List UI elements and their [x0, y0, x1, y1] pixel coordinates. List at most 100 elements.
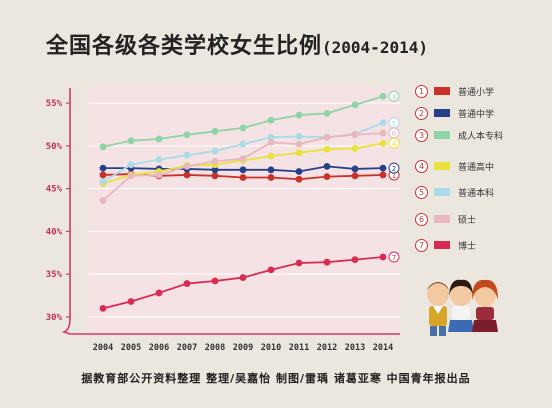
- data-point: [295, 259, 303, 267]
- svg-text:4: 4: [392, 140, 397, 148]
- series-3: [99, 92, 387, 151]
- data-point: [99, 304, 107, 312]
- legend-number: 3: [415, 128, 428, 142]
- end-marker-2: 2: [388, 162, 400, 174]
- legend-item: 1 普通小学: [415, 82, 525, 100]
- x-tick-label: 2013: [345, 343, 365, 353]
- data-point: [267, 266, 275, 274]
- data-point: [267, 139, 275, 146]
- legend-number: 7: [415, 238, 428, 252]
- chart-legend: 1 普通小学 2 普通中学 3 成人本专科 4 普通高中 5 普通本科 6 硕士 7 博士: [415, 82, 525, 282]
- data-point: [295, 175, 303, 183]
- data-point: [323, 133, 331, 141]
- data-point: [99, 171, 107, 179]
- data-point: [211, 147, 219, 155]
- axis-line: [61, 88, 400, 335]
- svg-text:3: 3: [392, 93, 396, 101]
- y-tick-label: 45%: [46, 185, 63, 195]
- data-point: [239, 140, 247, 148]
- y-tick-label: 50%: [46, 142, 63, 152]
- legend-swatch: [434, 188, 450, 196]
- svg-text:2: 2: [392, 165, 396, 173]
- legend-label: 普通中学: [458, 109, 495, 120]
- data-point: [183, 162, 191, 170]
- data-point: [99, 143, 107, 151]
- svg-text:6: 6: [392, 130, 397, 138]
- end-marker-7: 7: [388, 251, 400, 263]
- data-point: [323, 109, 331, 117]
- data-point: [379, 139, 387, 147]
- data-point: [127, 161, 135, 169]
- legend-item: 2 普通中学: [415, 104, 525, 122]
- data-point: [155, 171, 163, 179]
- data-point: [351, 145, 359, 152]
- data-point: [183, 280, 191, 287]
- legend-number: 2: [415, 106, 428, 120]
- data-point: [379, 171, 387, 179]
- data-point: [211, 157, 219, 165]
- data-point: [267, 133, 275, 141]
- x-tick-label: 2012: [317, 343, 337, 353]
- data-point: [155, 156, 163, 163]
- y-tick-label: 55%: [46, 99, 63, 109]
- x-tick-label: 2004: [93, 343, 113, 353]
- data-point: [267, 152, 275, 160]
- data-point: [155, 289, 163, 297]
- title-text: 全国各级各类学校女生比例: [46, 34, 323, 59]
- data-point: [323, 162, 331, 170]
- legend-swatch: [434, 241, 450, 249]
- data-point: [239, 155, 247, 163]
- data-point: [379, 164, 387, 172]
- plot-background: [88, 86, 400, 334]
- end-marker-3: 3: [388, 90, 400, 102]
- data-point: [267, 116, 275, 124]
- legend-number: 4: [415, 159, 428, 173]
- data-point: [379, 253, 387, 261]
- legend-number: 6: [415, 212, 428, 226]
- data-point: [183, 131, 191, 139]
- data-point: [99, 164, 107, 172]
- data-point: [379, 119, 387, 127]
- data-point: [351, 165, 359, 173]
- legend-item: 6 硕士: [415, 210, 525, 228]
- data-point: [295, 140, 303, 148]
- legend-label: 博士: [458, 241, 477, 252]
- data-point: [211, 172, 219, 180]
- data-point: [323, 145, 331, 153]
- data-point: [127, 137, 135, 145]
- data-point: [351, 172, 359, 180]
- data-point: [239, 124, 247, 132]
- y-tick-label: 35%: [46, 270, 63, 280]
- x-tick-label: 2008: [205, 343, 225, 353]
- legend-number: 5: [415, 185, 428, 199]
- data-point: [267, 166, 275, 174]
- svg-text:7: 7: [392, 254, 396, 262]
- data-point: [239, 166, 247, 174]
- title-years: (2004-2014): [322, 38, 428, 57]
- data-point: [155, 135, 163, 143]
- x-tick-label: 2006: [149, 343, 169, 353]
- end-marker-6: 6: [388, 127, 400, 139]
- data-point: [351, 131, 359, 139]
- data-point: [183, 171, 191, 179]
- y-tick-label: 40%: [46, 227, 63, 237]
- data-point: [379, 129, 387, 137]
- svg-text:5: 5: [392, 120, 396, 128]
- legend-label: 普通高中: [458, 162, 495, 173]
- legend-item: 7 博士: [415, 236, 525, 254]
- end-marker-4: 4: [388, 137, 400, 149]
- data-point: [379, 92, 387, 100]
- end-marker-5: 5: [388, 117, 400, 129]
- x-tick-label: 2010: [261, 343, 281, 353]
- legend-swatch: [434, 162, 450, 170]
- data-point: [239, 174, 247, 181]
- legend-number: 1: [415, 84, 428, 98]
- data-point: [211, 277, 219, 285]
- legend-swatch: [434, 87, 450, 95]
- data-point: [323, 258, 331, 266]
- data-point: [351, 101, 359, 109]
- x-tick-label: 2014: [373, 343, 393, 353]
- x-tick-label: 2009: [233, 343, 253, 353]
- legend-label: 成人本专科: [458, 131, 504, 142]
